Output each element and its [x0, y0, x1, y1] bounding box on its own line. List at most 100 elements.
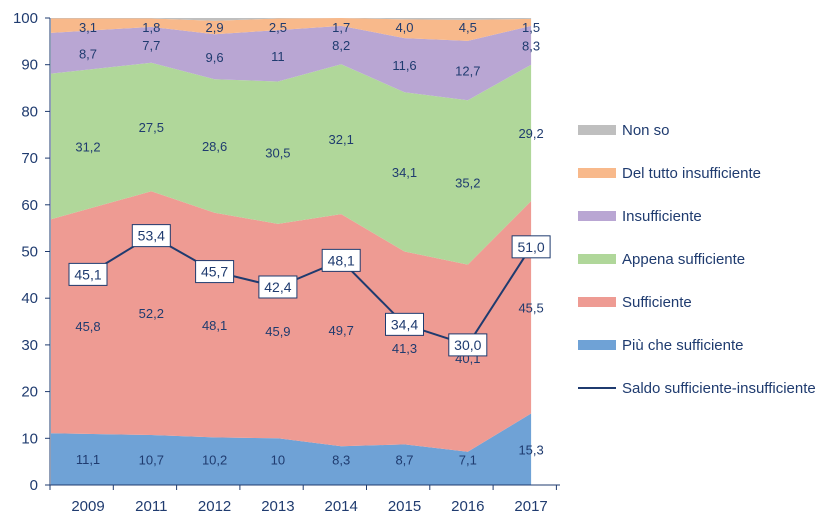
data-label: 27,5 [139, 120, 164, 135]
y-tick-label: 10 [21, 430, 38, 447]
data-label: 1,7 [332, 20, 350, 35]
data-label: 45,8 [75, 319, 100, 334]
y-tick-label: 70 [21, 150, 38, 167]
legend-label-insufficiente: Insufficiente [622, 208, 702, 225]
x-tick-labels: 2009 2011 2012 2013 2014 2015 2016 2017 [71, 498, 547, 515]
saldo-label: 30,0 [454, 337, 481, 353]
data-label: 10,2 [202, 452, 227, 467]
y-tick-label: 40 [21, 290, 38, 307]
x-tick-label: 2016 [451, 498, 484, 515]
x-tick-label: 2014 [325, 498, 358, 515]
legend-label-del-tutto-insufficiente: Del tutto insufficiente [622, 165, 761, 182]
saldo-label: 51,0 [517, 239, 544, 255]
data-label: 2,5 [269, 20, 287, 35]
y-tick-label: 60 [21, 197, 38, 214]
data-label: 10 [271, 452, 285, 467]
saldo-label: 34,4 [391, 316, 418, 332]
data-label: 45,5 [518, 300, 543, 315]
y-tick-labels: 0 10 20 30 40 50 60 70 80 90 100 [13, 10, 38, 494]
data-label: 34,1 [392, 165, 417, 180]
y-tick-label: 20 [21, 384, 38, 401]
x-tick-label: 2012 [198, 498, 231, 515]
y-tick-label: 80 [21, 103, 38, 120]
legend: Non so Del tutto insufficiente Insufficien… [578, 122, 816, 397]
data-label: 8,7 [79, 46, 97, 61]
data-label: 52,2 [139, 306, 164, 321]
saldo-label-box [195, 260, 235, 284]
legend-swatch-insufficiente [578, 211, 616, 221]
data-label: 8,3 [332, 452, 350, 467]
y-tick-label: 30 [21, 337, 38, 354]
saldo-label-box [68, 262, 108, 286]
saldo-label-box [321, 248, 361, 272]
x-tick-label: 2009 [71, 498, 104, 515]
y-tick-label: 0 [30, 477, 38, 494]
axes-group [45, 17, 560, 490]
data-label: 41,3 [392, 341, 417, 356]
legend-label-saldo-sufficiente-insufficiente: Saldo sufficiente-insufficiente [622, 380, 816, 397]
saldo-label-box [511, 235, 551, 259]
legend-swatch-del-tutto-insufficiente [578, 168, 616, 178]
saldo-label-box [448, 333, 488, 357]
data-label: 8,3 [522, 38, 540, 53]
data-label: 9,6 [206, 50, 224, 65]
saldo-label-box [385, 312, 424, 336]
area-sufficiente [51, 191, 532, 452]
data-label: 7,7 [142, 38, 160, 53]
saldo-label: 45,1 [74, 266, 101, 282]
data-label: 10,7 [139, 452, 164, 467]
data-label: 49,7 [329, 323, 354, 338]
saldo-label: 53,4 [138, 228, 165, 244]
y-tick-label: 100 [13, 10, 38, 27]
saldo-label: 42,4 [264, 279, 291, 295]
legend-label-pi-che-sufficiente: Più che sufficiente [622, 337, 743, 354]
data-label: 11,1 [76, 452, 100, 467]
x-tick-label: 2015 [388, 498, 421, 515]
data-label: 2,9 [206, 20, 224, 35]
data-label: 30,5 [265, 146, 290, 161]
data-label: 3,1 [79, 20, 97, 35]
data-label: 45,9 [265, 324, 290, 339]
data-label: 7,1 [459, 452, 477, 467]
data-label: 11 [271, 49, 285, 64]
x-tick-label: 2011 [135, 498, 167, 515]
data-label: 8,7 [395, 452, 413, 467]
data-label: 29,2 [518, 126, 543, 141]
x-tick-label: 2013 [261, 498, 294, 515]
saldo-label-box [131, 224, 171, 248]
data-label: 35,2 [455, 175, 480, 190]
saldo-label: 48,1 [328, 252, 355, 268]
saldo-label: 45,7 [201, 264, 228, 280]
legend-label-non-so: Non so [622, 122, 670, 139]
data-label: 4,0 [395, 20, 413, 35]
legend-swatch-pi-che-sufficiente [578, 340, 616, 350]
legend-label-appena-sufficiente: Appena sufficiente [622, 251, 745, 268]
legend-swatch-sufficiente [578, 297, 616, 307]
area-series-group [51, 18, 532, 485]
area-pi-che-sufficiente [51, 413, 532, 485]
data-label: 8,2 [332, 38, 350, 53]
y-tick-label: 50 [21, 244, 38, 261]
y-tick-label: 90 [21, 57, 38, 74]
data-label: 4,5 [459, 20, 477, 35]
legend-swatch-appena-sufficiente [578, 254, 616, 264]
area-insufficiente [51, 25, 532, 101]
saldo-line-group: 45,1 53,4 45,7 42,4 48,1 34,4 30,0 51,0 [68, 224, 551, 357]
area-del-tutto-insufficiente [51, 18, 532, 41]
area-appena-sufficiente [51, 62, 532, 265]
area-non-so [51, 18, 532, 21]
data-label: 11,6 [392, 58, 416, 73]
data-label: 1,5 [522, 20, 540, 35]
data-label: 15,3 [518, 442, 543, 457]
data-label: 48,1 [202, 318, 227, 333]
data-label: 28,6 [202, 139, 227, 154]
x-tick-label: 2017 [514, 498, 547, 515]
data-label: 12,7 [455, 64, 480, 79]
data-label: 32,1 [329, 132, 354, 147]
saldo-label-box [258, 275, 298, 299]
legend-label-sufficiente: Sufficiente [622, 294, 692, 311]
area-data-labels: 11,1 10,7 10,2 10 8,3 8,7 7,1 15,3 45,8 52,2 48,1 4… [75, 20, 543, 467]
data-label: 31,2 [75, 139, 100, 154]
legend-swatch-non-so [578, 125, 616, 135]
